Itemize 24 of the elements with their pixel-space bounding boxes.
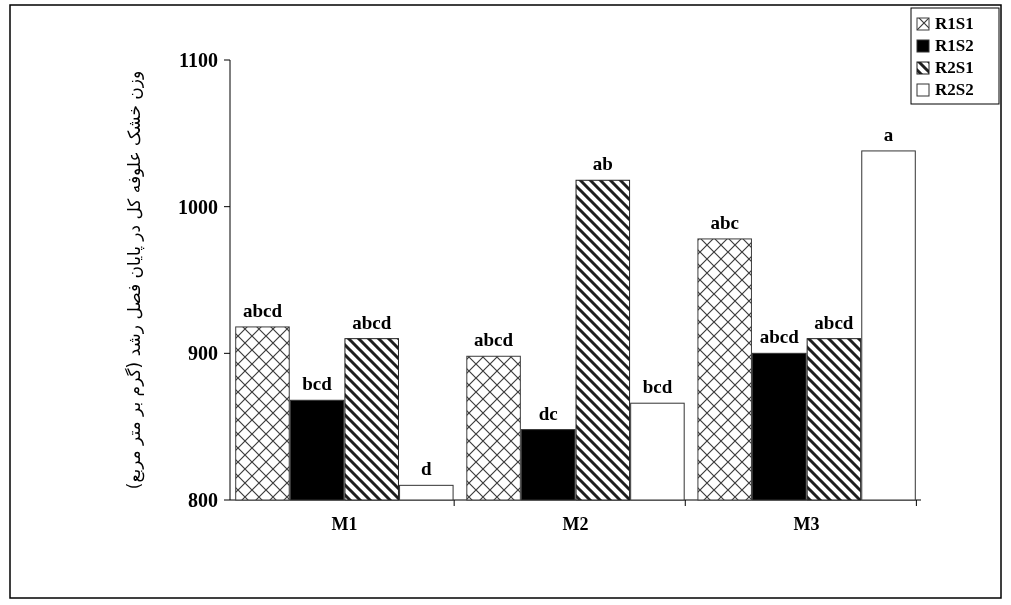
data-label: bcd	[642, 376, 673, 398]
y-tick-label: 900	[188, 342, 218, 365]
y-tick-label: 1100	[179, 49, 218, 71]
x-tick-label: M1	[331, 514, 358, 534]
data-label: abcd	[759, 326, 800, 348]
legend-label: R2S1	[935, 58, 974, 77]
data-label: abcd	[242, 299, 283, 321]
data-label: abcd	[814, 311, 854, 333]
data-label: dc	[538, 402, 558, 424]
y-axis-title: وزن خشک علوفه کل در پایان فصل رشد (گرم بر متر مربع)	[124, 70, 145, 490]
data-label: a	[883, 123, 894, 145]
y-tick-label: 1000	[178, 195, 218, 218]
y-tick-label: 800	[188, 489, 218, 511]
data-label: abcd	[352, 311, 392, 333]
legend-label: R1S2	[935, 36, 974, 55]
data-label: abcd	[474, 329, 514, 351]
data-label: ab	[592, 153, 613, 175]
legend-label: R1S1	[935, 14, 974, 33]
data-label: bcd	[302, 373, 333, 395]
data-label: abc	[710, 211, 739, 233]
data-label: d	[421, 458, 433, 480]
x-tick-label: M2	[562, 514, 589, 534]
x-tick-label: M3	[793, 514, 820, 534]
legend-label: R2S2	[935, 80, 974, 99]
